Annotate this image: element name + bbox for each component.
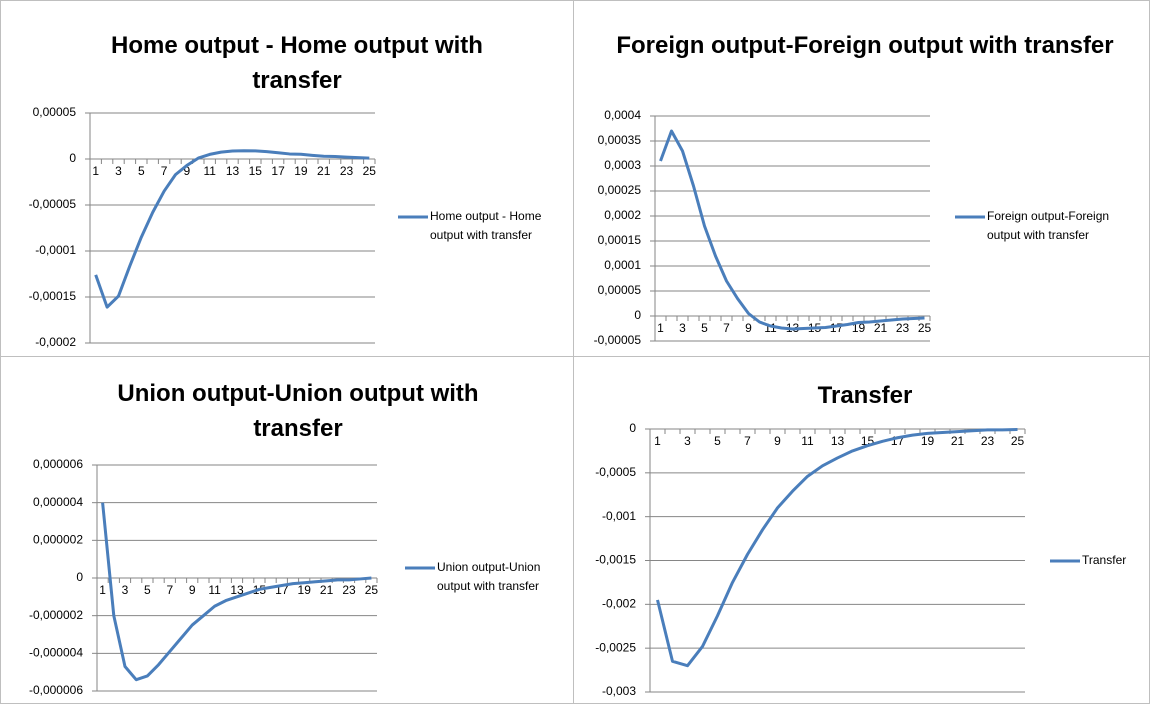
y-tick-label: 0 bbox=[634, 308, 641, 322]
data-line bbox=[659, 129, 925, 331]
x-tick-label: 5 bbox=[138, 164, 145, 178]
y-tick-label: 0,0003 bbox=[604, 158, 641, 172]
y-tick-label: -0,00015 bbox=[29, 289, 77, 303]
x-tick-label: 7 bbox=[723, 321, 730, 335]
y-tick-label: -0,0001 bbox=[35, 243, 76, 257]
y-tick-label: 0,0001 bbox=[604, 258, 641, 272]
y-tick-label: 0,000006 bbox=[33, 457, 83, 471]
x-tick-label: 21 bbox=[874, 321, 888, 335]
x-tick-label: 21 bbox=[320, 583, 334, 597]
x-tick-label: 23 bbox=[896, 321, 910, 335]
legend-label: Foreign output-Foreign output with trans… bbox=[987, 209, 1110, 242]
chart-title: Home output - Home output with transfer bbox=[111, 32, 483, 94]
legend-label: Union output-Union output with transfer bbox=[437, 560, 541, 593]
y-tick-label: -0,0025 bbox=[595, 640, 636, 654]
x-tick-label: 1 bbox=[657, 321, 664, 335]
y-tick-label: 0,000004 bbox=[33, 495, 83, 509]
x-tick-label: 3 bbox=[679, 321, 686, 335]
x-tick-label: 17 bbox=[271, 164, 285, 178]
y-tick-label: 0,00025 bbox=[598, 183, 642, 197]
x-tick-label: 21 bbox=[951, 434, 965, 448]
y-tick-label: -0,002 bbox=[602, 597, 636, 611]
x-tick-label: 21 bbox=[317, 164, 331, 178]
x-tick-label: 3 bbox=[115, 164, 122, 178]
y-tick-label: -0,003 bbox=[602, 684, 636, 698]
legend-label: Transfer bbox=[1082, 553, 1127, 567]
y-tick-label: 0,0004 bbox=[604, 108, 641, 122]
x-tick-label: 7 bbox=[161, 164, 168, 178]
data-line bbox=[101, 502, 372, 682]
x-tick-label: 1 bbox=[654, 434, 661, 448]
y-tick-label: 0,00035 bbox=[598, 133, 642, 147]
y-tick-label: 0 bbox=[76, 570, 83, 584]
x-tick-label: 11 bbox=[208, 583, 221, 597]
x-tick-label: 15 bbox=[249, 164, 263, 178]
y-tick-label: 0,00005 bbox=[33, 105, 77, 119]
legend-label: Home output - Home output with transfer bbox=[430, 209, 542, 242]
x-tick-label: 3 bbox=[684, 434, 691, 448]
data-line bbox=[656, 427, 1018, 668]
x-tick-label: 5 bbox=[144, 583, 151, 597]
chart-title: Union output-Union output with transfer bbox=[117, 380, 479, 442]
x-tick-label: 19 bbox=[294, 164, 308, 178]
x-tick-label: 23 bbox=[342, 583, 356, 597]
x-tick-label: 13 bbox=[230, 583, 244, 597]
x-tick-label: 9 bbox=[189, 583, 196, 597]
x-tick-label: 13 bbox=[226, 164, 240, 178]
x-tick-label: 9 bbox=[745, 321, 752, 335]
y-tick-label: 0,000002 bbox=[33, 533, 83, 547]
y-tick-label: -0,000004 bbox=[29, 646, 83, 660]
y-tick-label: 0,00015 bbox=[598, 233, 642, 247]
x-tick-label: 3 bbox=[122, 583, 129, 597]
y-tick-label: -0,0002 bbox=[35, 335, 76, 349]
x-tick-label: 25 bbox=[365, 583, 379, 597]
y-tick-label: 0,0002 bbox=[604, 208, 641, 222]
y-tick-label: -0,00005 bbox=[594, 333, 642, 347]
x-tick-label: 25 bbox=[1011, 434, 1025, 448]
x-tick-label: 1 bbox=[99, 583, 106, 597]
y-tick-label: -0,00005 bbox=[29, 197, 77, 211]
x-tick-label: 7 bbox=[166, 583, 173, 597]
x-tick-label: 19 bbox=[852, 321, 866, 335]
y-tick-label: 0 bbox=[69, 151, 76, 165]
y-tick-label: -0,0005 bbox=[595, 465, 636, 479]
x-tick-label: 23 bbox=[340, 164, 354, 178]
chart-title: Foreign output-Foreign output with trans… bbox=[616, 32, 1114, 59]
x-tick-label: 5 bbox=[701, 321, 708, 335]
x-tick-label: 19 bbox=[921, 434, 935, 448]
x-tick-label: 11 bbox=[801, 434, 814, 448]
y-tick-label: 0,00005 bbox=[598, 283, 642, 297]
x-tick-label: 1 bbox=[92, 164, 99, 178]
chart-title: Transfer bbox=[817, 382, 913, 409]
x-tick-label: 23 bbox=[981, 434, 995, 448]
x-tick-label: 13 bbox=[831, 434, 845, 448]
x-tick-label: 9 bbox=[774, 434, 781, 448]
x-tick-label: 7 bbox=[744, 434, 751, 448]
x-tick-label: 25 bbox=[363, 164, 377, 178]
x-tick-label: 11 bbox=[203, 164, 216, 178]
y-tick-label: -0,000002 bbox=[29, 608, 83, 622]
data-line bbox=[94, 149, 370, 309]
y-tick-label: 0 bbox=[629, 421, 636, 435]
y-tick-label: -0,000006 bbox=[29, 683, 83, 697]
x-tick-label: 19 bbox=[298, 583, 312, 597]
x-tick-label: 9 bbox=[184, 164, 191, 178]
y-tick-label: -0,001 bbox=[602, 509, 636, 523]
x-tick-label: 25 bbox=[918, 321, 932, 335]
x-tick-label: 5 bbox=[714, 434, 721, 448]
y-tick-label: -0,0015 bbox=[595, 553, 636, 567]
